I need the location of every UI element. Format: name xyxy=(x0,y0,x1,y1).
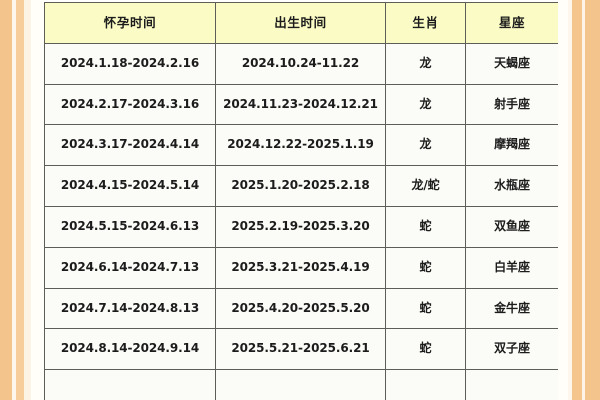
table-body: 2024.1.18-2024.2.16 2024.10.24-11.22 龙 天… xyxy=(44,42,558,400)
table-header: 怀孕时间 出生时间 生肖 星座 xyxy=(44,2,558,44)
cell-birth: 2025.1.20-2025.2.18 xyxy=(215,165,386,207)
cell-zodiac: 蛇 xyxy=(385,287,466,330)
cell-birth: 2025.2.19-2025.3.20 xyxy=(215,205,386,248)
cell-star: 白羊座 xyxy=(465,246,558,289)
cell-zodiac: 蛇 xyxy=(385,246,466,289)
decor-stripe-left-4 xyxy=(24,0,31,400)
cell-pregnancy: 2024.1.18-2024.2.16 xyxy=(44,42,216,85)
decor-stripe-right-5 xyxy=(585,0,600,400)
zodiac-table: 怀孕时间 出生时间 生肖 星座 2024.1.18-2024.2.16 2024… xyxy=(44,2,558,400)
cell-zodiac: 龙 xyxy=(385,83,466,126)
column-header-zodiac: 生肖 xyxy=(385,2,466,44)
cell-pregnancy: 2024.3.17-2024.4.14 xyxy=(44,124,216,167)
cell-birth: 2024.11.23-2024.12.21 xyxy=(215,83,386,126)
cell-pregnancy: 2024.7.14-2024.8.13 xyxy=(44,287,216,330)
decor-stripe-right-3 xyxy=(572,0,582,400)
table-row: 2024.4.15-2024.5.14 2025.1.20-2025.2.18 … xyxy=(44,165,558,207)
cell-pregnancy: 2024.5.15-2024.6.13 xyxy=(44,205,216,248)
cell-zodiac: 龙 xyxy=(385,42,466,85)
cell-zodiac xyxy=(385,369,466,400)
cell-pregnancy xyxy=(44,369,216,400)
table-row: 2024.3.17-2024.4.14 2024.12.22-2025.1.19… xyxy=(44,124,558,167)
decor-stripe-left-1 xyxy=(0,0,12,400)
cell-zodiac: 龙 xyxy=(385,124,466,167)
decor-stripe-left-3 xyxy=(16,0,24,400)
table-row-partial xyxy=(44,369,558,400)
cell-birth: 2024.12.22-2025.1.19 xyxy=(215,124,386,167)
table-header-row: 怀孕时间 出生时间 生肖 星座 xyxy=(44,2,558,44)
cell-zodiac: 蛇 xyxy=(385,328,466,371)
table-row: 2024.2.17-2024.3.16 2024.11.23-2024.12.2… xyxy=(44,83,558,126)
cell-pregnancy: 2024.8.14-2024.9.14 xyxy=(44,328,216,371)
zodiac-table-container: 怀孕时间 出生时间 生肖 星座 2024.1.18-2024.2.16 2024… xyxy=(44,2,558,400)
table-row: 2024.5.15-2024.6.13 2025.2.19-2025.3.20 … xyxy=(44,205,558,248)
decor-stripe-right-1 xyxy=(558,0,568,400)
cell-star: 金牛座 xyxy=(465,287,558,330)
column-header-star: 星座 xyxy=(465,2,558,44)
cell-birth: 2025.3.21-2025.4.19 xyxy=(215,246,386,289)
cell-star: 双子座 xyxy=(465,328,558,371)
decor-stripe-left-5 xyxy=(31,0,44,400)
column-header-birth: 出生时间 xyxy=(215,2,386,44)
decor-stripe-right-4 xyxy=(582,0,585,400)
cell-star: 摩羯座 xyxy=(465,124,558,167)
cell-star: 水瓶座 xyxy=(465,165,558,207)
cell-star: 双鱼座 xyxy=(465,205,558,248)
cell-zodiac: 蛇 xyxy=(385,205,466,248)
cell-birth: 2024.10.24-11.22 xyxy=(215,42,386,85)
cell-star xyxy=(465,369,558,400)
cell-zodiac: 龙/蛇 xyxy=(385,165,466,207)
cell-pregnancy: 2024.2.17-2024.3.16 xyxy=(44,83,216,126)
decor-stripe-left-2 xyxy=(12,0,16,400)
decor-stripe-right-2 xyxy=(568,0,572,400)
cell-birth: 2025.5.21-2025.6.21 xyxy=(215,328,386,371)
cell-star: 射手座 xyxy=(465,83,558,126)
cell-birth xyxy=(215,369,386,400)
cell-pregnancy: 2024.4.15-2024.5.14 xyxy=(44,165,216,207)
table-row: 2024.8.14-2024.9.14 2025.5.21-2025.6.21 … xyxy=(44,328,558,371)
cell-birth: 2025.4.20-2025.5.20 xyxy=(215,287,386,330)
table-row: 2024.7.14-2024.8.13 2025.4.20-2025.5.20 … xyxy=(44,287,558,330)
cell-star: 天蝎座 xyxy=(465,42,558,85)
cell-pregnancy: 2024.6.14-2024.7.13 xyxy=(44,246,216,289)
column-header-pregnancy: 怀孕时间 xyxy=(44,2,216,44)
table-row: 2024.6.14-2024.7.13 2025.3.21-2025.4.19 … xyxy=(44,246,558,289)
table-row: 2024.1.18-2024.2.16 2024.10.24-11.22 龙 天… xyxy=(44,42,558,85)
